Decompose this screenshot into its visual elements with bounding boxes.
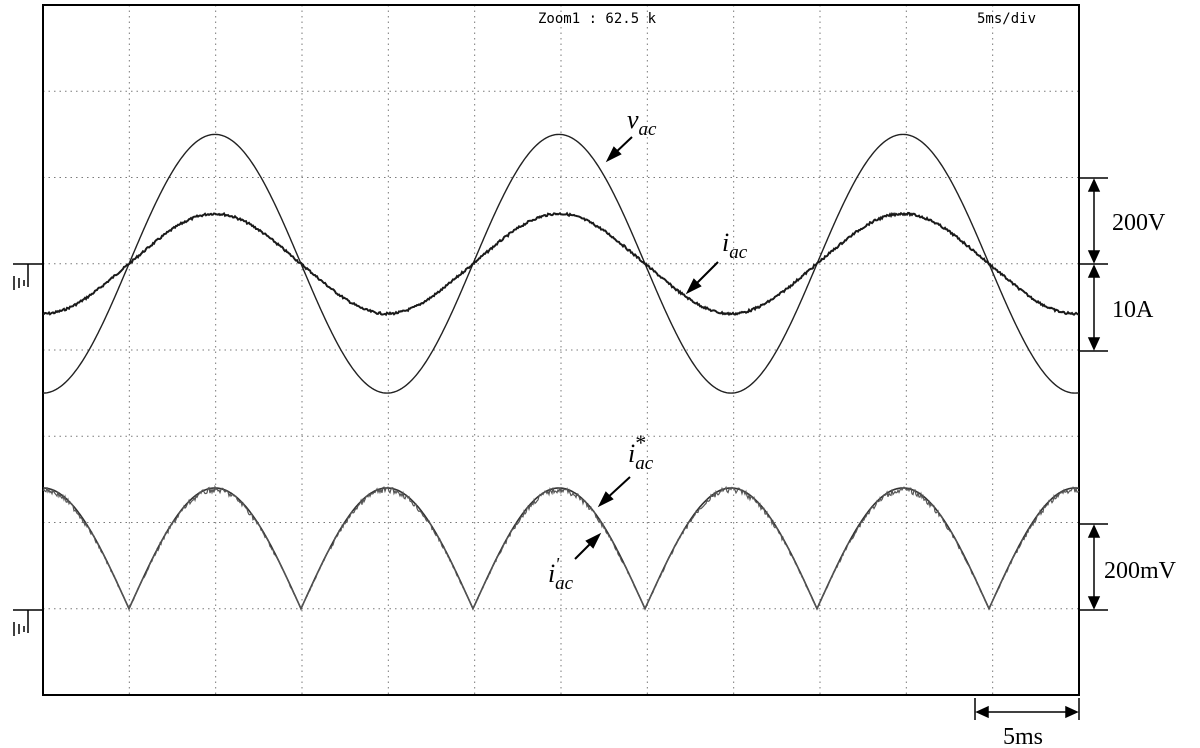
label-iac-measured: i' ac: [548, 554, 574, 594]
scale-label-10a: 10A: [1112, 297, 1154, 323]
scale-markers: [974, 177, 1108, 720]
ground-marker-channel-1: [13, 263, 43, 290]
scale-label-200v: 200V: [1112, 210, 1166, 236]
scale-label-200mv: 200mV: [1104, 558, 1177, 584]
plot-frame: [42, 4, 1080, 696]
grid-lines: [43, 5, 1079, 695]
label-iac-ref: i* ac: [628, 430, 654, 474]
label-vac: vac: [627, 105, 657, 140]
waveforms: [42, 133, 1080, 611]
svg-text:vac: vac: [627, 105, 657, 140]
waveform-iac-measured: [42, 484, 1080, 611]
svg-text:iac: iac: [722, 228, 748, 263]
scale-label-5ms: 5ms: [1003, 724, 1043, 748]
svg-text:i'ac: i' ac: [548, 554, 574, 594]
label-iac: iac: [722, 228, 748, 263]
svg-text:i*ac: i* ac: [628, 430, 654, 474]
ground-marker-channel-2: [13, 609, 43, 636]
waveform-vac: [43, 133, 1080, 394]
pointer-arrows: [574, 136, 719, 560]
timebase-label: 5ms/div: [977, 11, 1036, 27]
zoom-label: Zoom1 : 62.5 k: [538, 11, 657, 27]
waveform-iac: [42, 211, 1080, 317]
